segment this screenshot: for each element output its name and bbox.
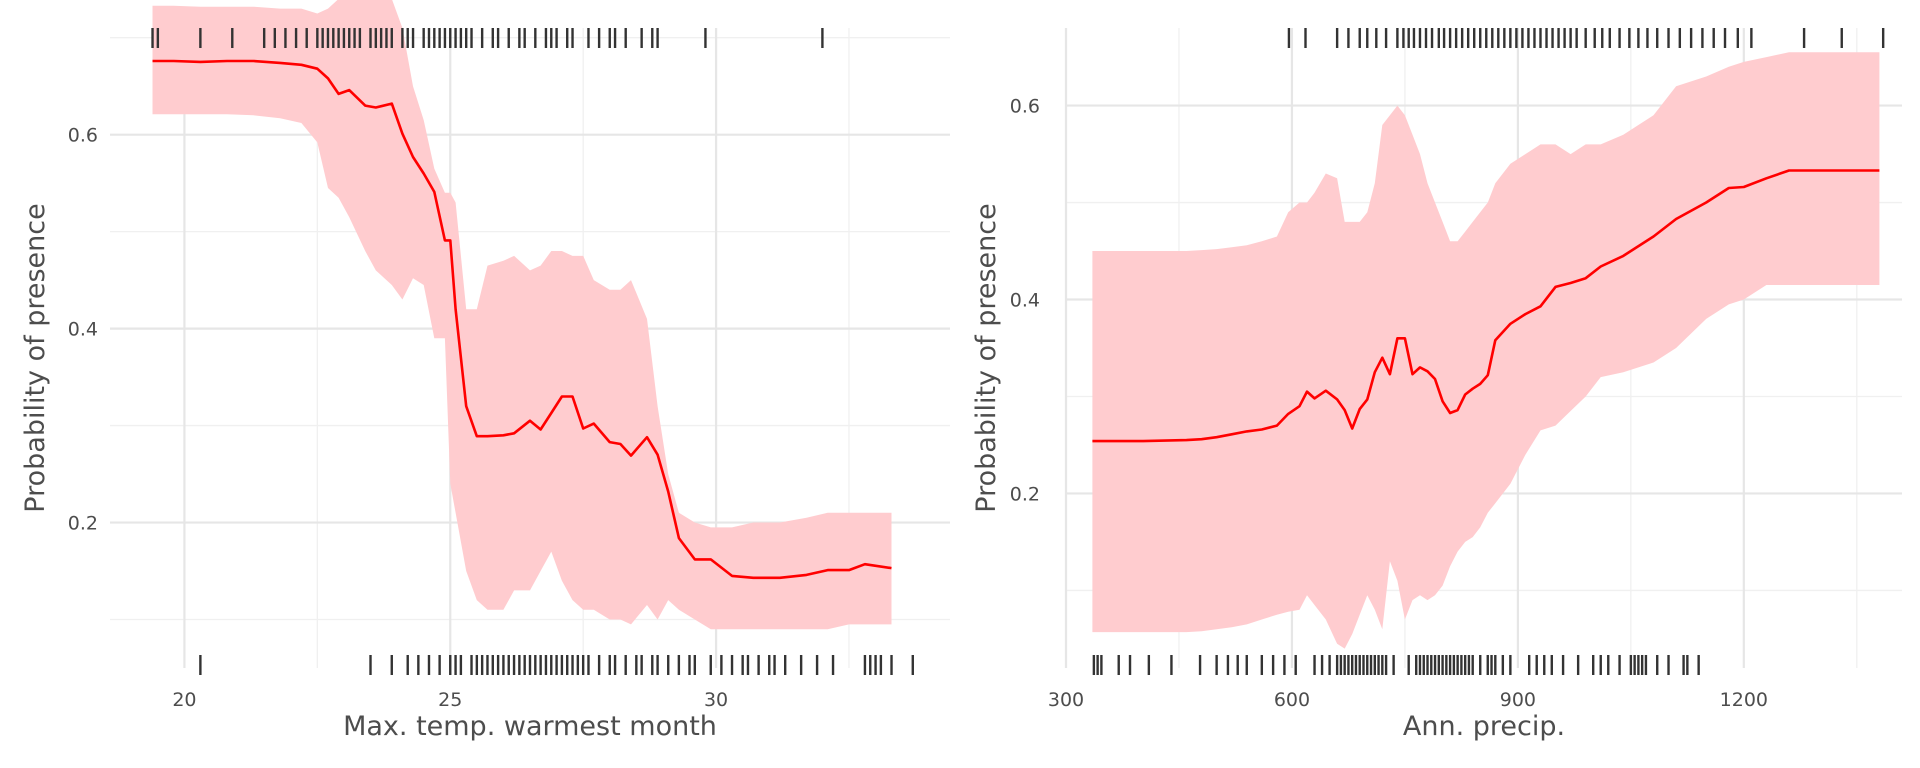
response-curve xyxy=(152,59,892,580)
temperature-panel: 20 25 30 0.2 0.4 0.6 Max. temp. warmest month P… xyxy=(20,0,950,742)
x-tick-label: 900 xyxy=(1500,689,1536,711)
y-tick-label: 0.6 xyxy=(1010,96,1040,118)
x-tick-label: 300 xyxy=(1048,689,1084,711)
y-axis-title: Probability of presence xyxy=(971,203,1002,512)
x-tick-label: 30 xyxy=(704,689,728,711)
confidence-band xyxy=(1092,52,1880,649)
precipitation-panel: 300 600 900 1200 0.2 0.4 0.6 Ann. precip. Probab… xyxy=(971,28,1902,742)
y-axis-title: Probability of presence xyxy=(20,203,51,512)
x-tick-label: 1200 xyxy=(1720,689,1768,711)
y-tick-label: 0.4 xyxy=(1010,290,1040,312)
response-curve xyxy=(1092,169,1880,443)
y-tick-label: 0.6 xyxy=(68,125,98,147)
y-tick-label: 0.4 xyxy=(68,319,98,341)
confidence-band xyxy=(152,0,892,630)
x-tick-label: 600 xyxy=(1274,689,1310,711)
x-axis-title: Ann. precip. xyxy=(1403,711,1565,742)
x-axis-title: Max. temp. warmest month xyxy=(343,711,717,742)
y-tick-label: 0.2 xyxy=(68,513,98,535)
x-tick-label: 25 xyxy=(438,689,462,711)
x-tick-label: 20 xyxy=(172,689,196,711)
y-tick-label: 0.2 xyxy=(1010,483,1040,505)
